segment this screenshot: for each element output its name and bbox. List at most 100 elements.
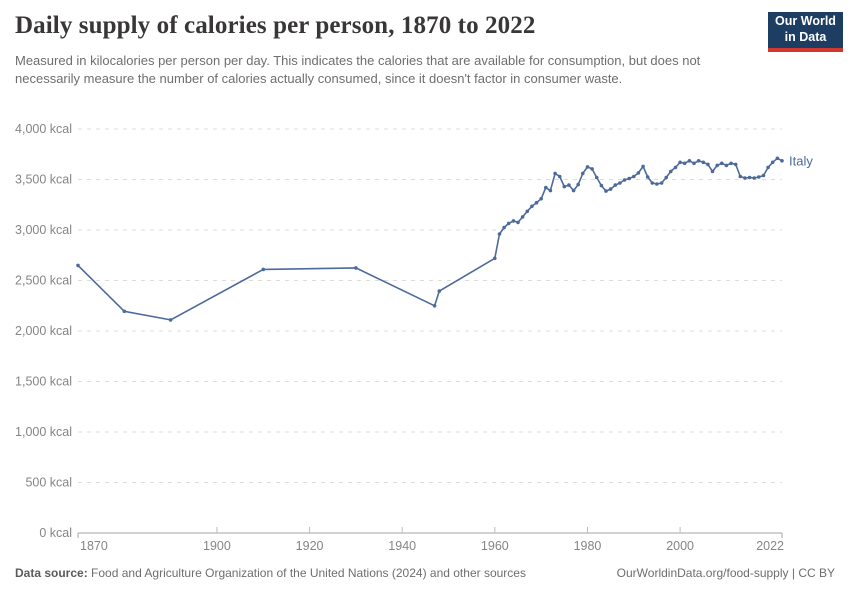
chart-subtitle: Measured in kilocalories per person per … xyxy=(15,53,701,87)
data-point-marker xyxy=(557,174,562,179)
data-point-marker xyxy=(493,256,497,261)
data-point-marker xyxy=(729,161,733,166)
data-point-marker xyxy=(622,178,627,182)
y-axis-tick-label: 2,000 kcal xyxy=(15,324,72,338)
data-point-marker xyxy=(775,156,780,161)
data-point-marker xyxy=(539,196,543,201)
data-point-marker xyxy=(567,183,571,187)
license-text: | CC BY xyxy=(788,566,835,580)
data-point-marker xyxy=(354,266,358,270)
data-point-marker xyxy=(738,174,743,179)
data-point-marker xyxy=(534,200,539,205)
data-point-marker xyxy=(437,289,442,293)
x-axis-tick-label: 1900 xyxy=(203,539,231,553)
data-point-marker xyxy=(632,174,636,179)
data-point-marker xyxy=(650,181,655,185)
data-point-marker xyxy=(544,185,548,190)
data-point-marker xyxy=(724,163,729,168)
data-point-marker xyxy=(747,175,752,180)
data-point-marker xyxy=(76,263,80,268)
x-axis-tick-label: 1940 xyxy=(388,539,416,553)
data-point-marker xyxy=(590,167,594,171)
data-point-marker xyxy=(562,184,567,189)
data-point-marker xyxy=(673,165,678,170)
series-label-italy: Italy xyxy=(789,153,813,168)
data-point-marker xyxy=(520,215,525,219)
owid-logo-line2: in Data xyxy=(784,30,827,44)
data-point-marker xyxy=(511,219,516,223)
owid-logo[interactable]: Our World in Data xyxy=(768,12,843,52)
data-point-marker xyxy=(576,182,580,187)
data-point-marker xyxy=(780,159,784,163)
data-point-marker xyxy=(664,175,668,180)
data-point-marker xyxy=(669,169,673,174)
y-axis-tick-label: 1,000 kcal xyxy=(15,425,72,439)
data-point-marker xyxy=(636,171,641,175)
data-point-marker xyxy=(599,183,604,188)
x-axis-tick-label: 1920 xyxy=(296,539,324,553)
data-point-marker xyxy=(743,176,747,180)
data-point-marker xyxy=(506,221,511,226)
data-point-marker xyxy=(752,176,756,180)
data-point-marker xyxy=(696,159,701,163)
data-point-marker xyxy=(659,181,664,185)
data-point-marker xyxy=(682,161,687,166)
y-axis-tick-label: 2,500 kcal xyxy=(15,274,72,288)
data-point-marker xyxy=(641,164,645,169)
data-point-marker xyxy=(687,159,692,163)
data-point-marker xyxy=(655,182,659,186)
data-source-text: Food and Agriculture Organization of the… xyxy=(87,566,526,580)
x-axis-tick-label: 2000 xyxy=(666,539,694,553)
data-point-marker xyxy=(553,171,557,176)
data-point-marker xyxy=(571,188,576,193)
y-axis-tick-label: 1,500 kcal xyxy=(15,375,72,389)
data-point-marker xyxy=(766,165,770,170)
y-axis-tick-label: 3,000 kcal xyxy=(15,223,72,237)
data-point-marker xyxy=(757,175,761,179)
data-point-marker xyxy=(585,165,590,169)
data-point-marker xyxy=(548,188,553,193)
x-axis-tick-label: 2022 xyxy=(756,539,784,553)
data-point-marker xyxy=(516,220,520,225)
data-point-marker xyxy=(613,183,618,187)
data-point-marker xyxy=(720,161,724,166)
data-source-note: Data source: Food and Agriculture Organi… xyxy=(15,566,526,580)
data-point-marker xyxy=(710,169,715,174)
data-point-marker xyxy=(608,187,613,191)
y-axis-tick-label: 0 kcal xyxy=(39,526,72,540)
data-point-marker xyxy=(604,189,608,193)
owid-url-link[interactable]: OurWorldinData.org/food-supply xyxy=(616,566,789,580)
data-source-label: Data source: xyxy=(15,566,88,580)
data-point-marker xyxy=(530,204,534,209)
data-point-marker xyxy=(122,309,127,314)
data-point-marker xyxy=(678,160,682,165)
y-axis-tick-label: 3,500 kcal xyxy=(15,173,72,187)
owid-logo-line1: Our World xyxy=(775,14,836,29)
data-point-marker xyxy=(761,173,766,178)
data-point-marker xyxy=(618,181,622,185)
data-point-marker xyxy=(502,225,506,230)
data-point-marker xyxy=(594,175,599,180)
chart-footer: Data source: Food and Agriculture Organi… xyxy=(15,566,835,580)
data-point-marker xyxy=(701,160,706,165)
data-point-marker xyxy=(525,209,530,214)
data-point-marker xyxy=(581,171,585,176)
footer-credit: OurWorldinData.org/food-supply | CC BY xyxy=(617,566,835,580)
data-point-marker xyxy=(645,175,650,179)
data-point-marker xyxy=(627,176,631,181)
x-axis-tick-label: 1980 xyxy=(574,539,602,553)
y-axis-tick-label: 4,000 kcal xyxy=(15,122,72,136)
data-point-marker xyxy=(497,232,502,236)
data-point-marker xyxy=(770,160,775,165)
data-point-marker xyxy=(168,318,173,322)
data-point-marker xyxy=(706,162,710,167)
data-point-marker xyxy=(692,161,696,166)
y-axis-tick-label: 500 kcal xyxy=(25,476,72,490)
data-point-marker xyxy=(261,267,266,272)
data-line-italy[interactable] xyxy=(77,157,783,321)
x-axis-tick-label: 1960 xyxy=(481,539,509,553)
page-title: Daily supply of calories per person, 187… xyxy=(15,12,536,39)
data-point-marker xyxy=(733,162,738,167)
x-axis-tick-label: 1870 xyxy=(80,539,108,553)
